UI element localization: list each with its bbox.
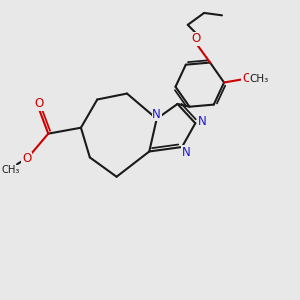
Text: N: N	[182, 146, 191, 159]
Text: N: N	[197, 115, 206, 128]
Text: O: O	[22, 152, 31, 165]
Text: N: N	[152, 108, 161, 121]
Text: O: O	[34, 98, 44, 110]
Text: CH₃: CH₃	[2, 165, 20, 175]
Text: O: O	[242, 72, 251, 85]
Text: O: O	[192, 32, 201, 45]
Text: CH₃: CH₃	[250, 74, 269, 84]
